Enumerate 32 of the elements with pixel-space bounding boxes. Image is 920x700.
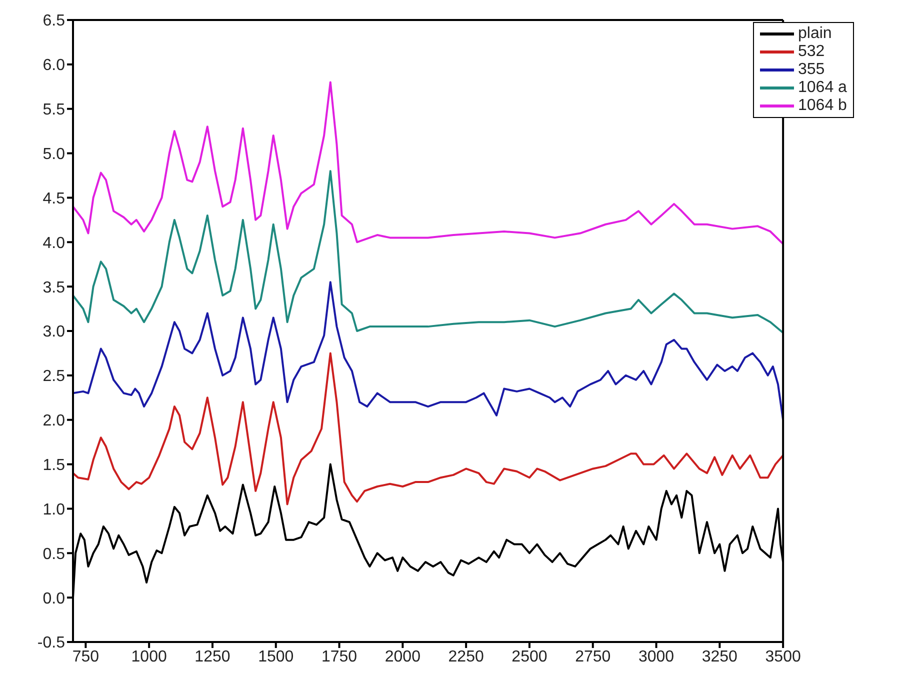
x-tick-label: 2500 bbox=[512, 648, 548, 666]
legend-label: 355 bbox=[798, 61, 825, 79]
x-tick-label: 1250 bbox=[194, 648, 230, 666]
legend-label: 532 bbox=[798, 43, 825, 61]
x-tick-label: 1500 bbox=[258, 648, 294, 666]
y-tick-label: 5.0 bbox=[42, 146, 66, 163]
y-tick-label: 0.5 bbox=[42, 546, 66, 563]
x-tick-label: 2000 bbox=[384, 648, 421, 666]
y-tick-label: -0.5 bbox=[37, 634, 66, 652]
y-tick-label: 4.5 bbox=[42, 190, 66, 208]
y-tick-label: 1.0 bbox=[42, 501, 66, 518]
legend-label: 1064 a bbox=[798, 79, 847, 97]
x-tick-label: 750 bbox=[72, 648, 100, 666]
x-tick-label: 3500 bbox=[765, 648, 801, 666]
x-tick-label: 2750 bbox=[575, 648, 611, 666]
x-tick-label: 3000 bbox=[638, 648, 674, 666]
y-tick-label: 4.0 bbox=[42, 234, 66, 252]
legend-label: plain bbox=[798, 25, 832, 43]
y-tick-label: 6.5 bbox=[42, 12, 66, 30]
x-tick-label: 1000 bbox=[131, 648, 167, 666]
y-tick-label: 6.0 bbox=[42, 57, 66, 74]
y-tick-label: 0.0 bbox=[42, 590, 66, 608]
y-tick-label: 2.0 bbox=[42, 412, 66, 430]
y-tick-label: 3.5 bbox=[42, 279, 66, 296]
x-tick-label: 2250 bbox=[448, 648, 484, 666]
y-tick-label: 2.5 bbox=[42, 368, 66, 386]
x-tick-label: 1750 bbox=[321, 648, 358, 666]
y-tick-label: 3.0 bbox=[42, 324, 66, 341]
x-tick-label: 3250 bbox=[702, 648, 738, 666]
y-tick-label: 1.5 bbox=[42, 456, 66, 474]
y-tick-label: 5.5 bbox=[42, 102, 66, 119]
legend-label: 1064 b bbox=[798, 97, 847, 115]
